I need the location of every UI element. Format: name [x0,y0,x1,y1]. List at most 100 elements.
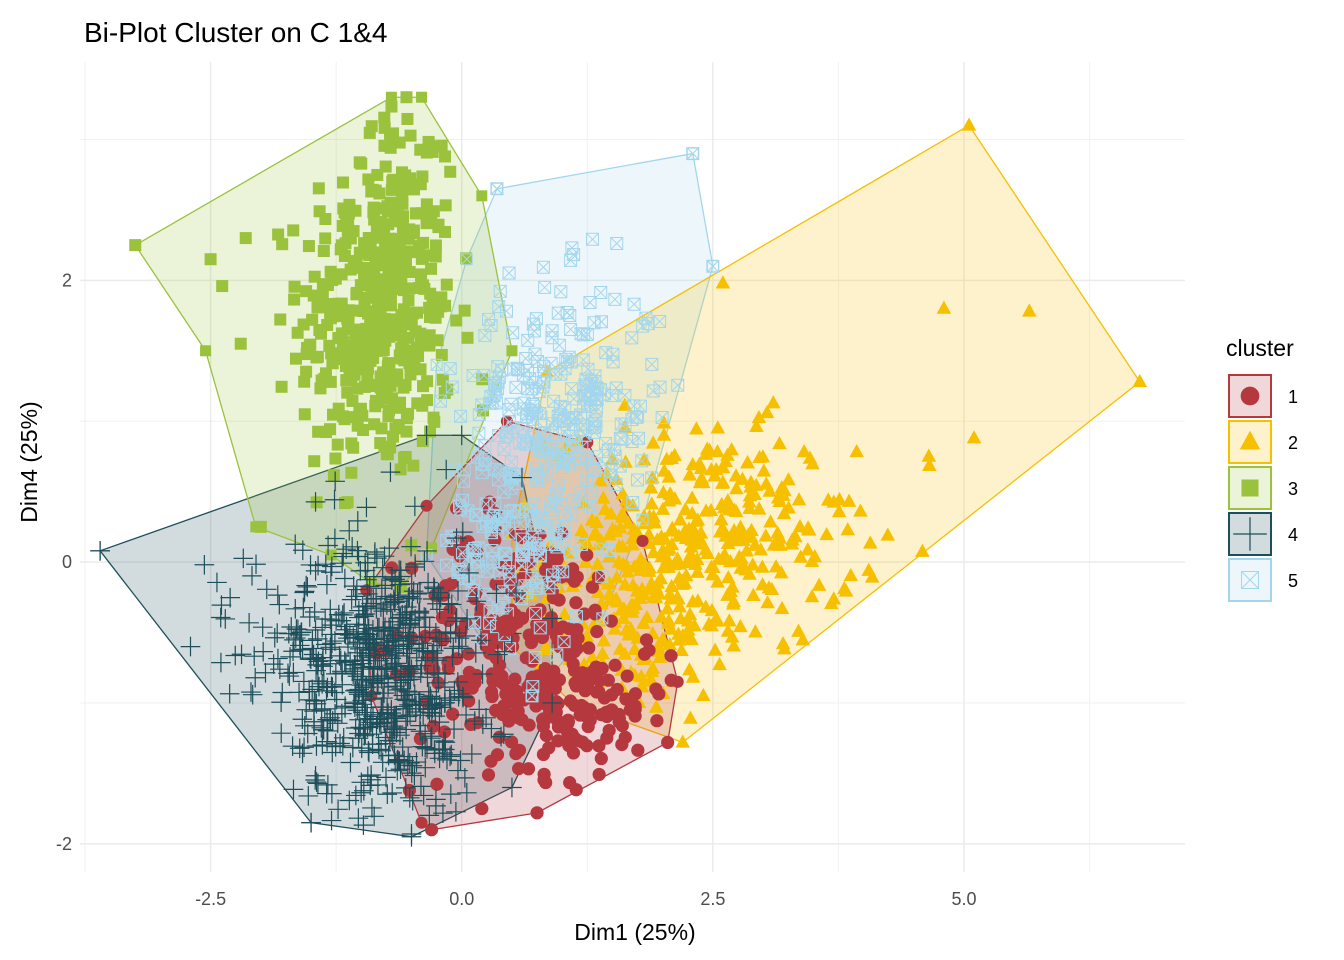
cluster-2-point [735,471,750,485]
cluster-4-point [354,780,374,801]
cluster-4-point [333,736,353,756]
cluster-4-point [332,553,352,573]
cluster-3-point [336,219,349,232]
cluster-2-point [605,521,620,535]
legend-key-5-marker [1241,571,1259,589]
cluster-4-point [320,609,341,630]
cluster-3-point [397,336,410,349]
cluster-2-point [712,656,727,671]
cluster-2-point [1022,303,1037,317]
cluster-5-point [532,427,546,441]
cluster-4-point [406,648,427,668]
cluster-4-point [389,560,410,580]
cluster-3-point [302,240,315,253]
cluster-4-point [317,709,337,730]
cluster-2-point [672,599,687,613]
cluster-2-point [639,609,655,624]
cluster-2-point [788,529,803,543]
cluster-3-point [326,357,339,370]
cluster-5-point [502,526,516,540]
cluster-4-point [397,706,418,727]
cluster-2-point [710,574,725,588]
cluster-5-point [589,404,603,418]
cluster-2-point [682,467,698,481]
cluster-2-point [807,549,823,563]
cluster-4-point [325,528,345,549]
cluster-4-point [315,634,336,655]
cluster-3-point [374,380,387,393]
cluster-5-point [506,421,520,435]
cluster-2-point [588,525,604,539]
cluster-4-point [399,753,420,773]
cluster-4-point [336,539,357,559]
cluster-2-point [748,624,763,638]
cluster-1-points [360,415,684,837]
cluster-5-point [479,497,493,511]
cluster-4-point [416,425,437,446]
cluster-5-point [466,544,480,558]
cluster-1-point [420,499,433,512]
cluster-3-point [239,232,252,245]
cluster-2-point [755,559,770,573]
cluster-2-point [921,448,937,462]
cluster-3-point [429,250,442,263]
cluster-3-point [300,365,313,378]
cluster-3-point [385,91,397,103]
cluster-4-point [444,719,464,739]
cluster-2-point [698,542,714,556]
cluster-3-point [345,466,358,479]
cluster-3-point [417,236,430,249]
cluster-4-point [344,693,364,714]
cluster-4-point [309,676,329,697]
cluster-4-point [411,655,432,676]
cluster-2-point [617,646,633,660]
cluster-4-point [476,708,496,728]
cluster-4-point [401,574,422,594]
cluster-5-point [476,519,490,533]
cluster-4-point [380,620,401,640]
cluster-4-point [328,799,348,820]
cluster-5-point [529,606,543,620]
cluster-3-point [385,100,398,113]
cluster-5-point [645,357,659,371]
cluster-4-point [431,631,452,652]
cluster-3-point [316,289,329,302]
cluster-4-point [297,723,318,744]
legend-label: 5 [1288,571,1298,591]
cluster-3-point [403,266,416,279]
cluster-4-point [320,637,341,658]
chart-title: Bi-Plot Cluster on C 1&4 [84,17,387,48]
cluster-1-point [512,743,527,757]
cluster-5-point [550,648,564,662]
cluster-4-point [335,568,355,589]
cluster-2-point [641,563,657,577]
cluster-4-point [330,733,350,754]
cluster-4-point [325,471,345,492]
legend-label: 4 [1288,525,1298,545]
cluster-2-point [722,613,737,627]
cluster-3-point [506,345,518,357]
cluster-3-point [337,176,350,189]
cluster-4-point [453,687,473,708]
cluster-2-point [690,564,705,578]
cluster-5-point [454,502,468,516]
cluster-4-point [429,748,450,769]
cluster-5-point [457,463,471,477]
cluster-5-point [478,587,492,601]
cluster-5-point [545,331,559,345]
cluster-2-point [791,492,807,506]
cluster-4-point [366,598,387,619]
cluster-4-point [387,653,407,674]
cluster-4-point [393,685,414,706]
cluster-1-point [436,633,450,647]
cluster-2-point [826,494,842,508]
cluster-2-point [727,502,742,516]
cluster-4-point [441,744,462,765]
cluster-4-point [352,653,373,674]
cluster-3-point [335,239,348,252]
cluster-3-point [325,549,337,561]
cluster-4-point [242,684,263,705]
cluster-4-point [414,551,435,572]
cluster-5-point [626,496,640,510]
cluster-4-point [366,716,387,737]
